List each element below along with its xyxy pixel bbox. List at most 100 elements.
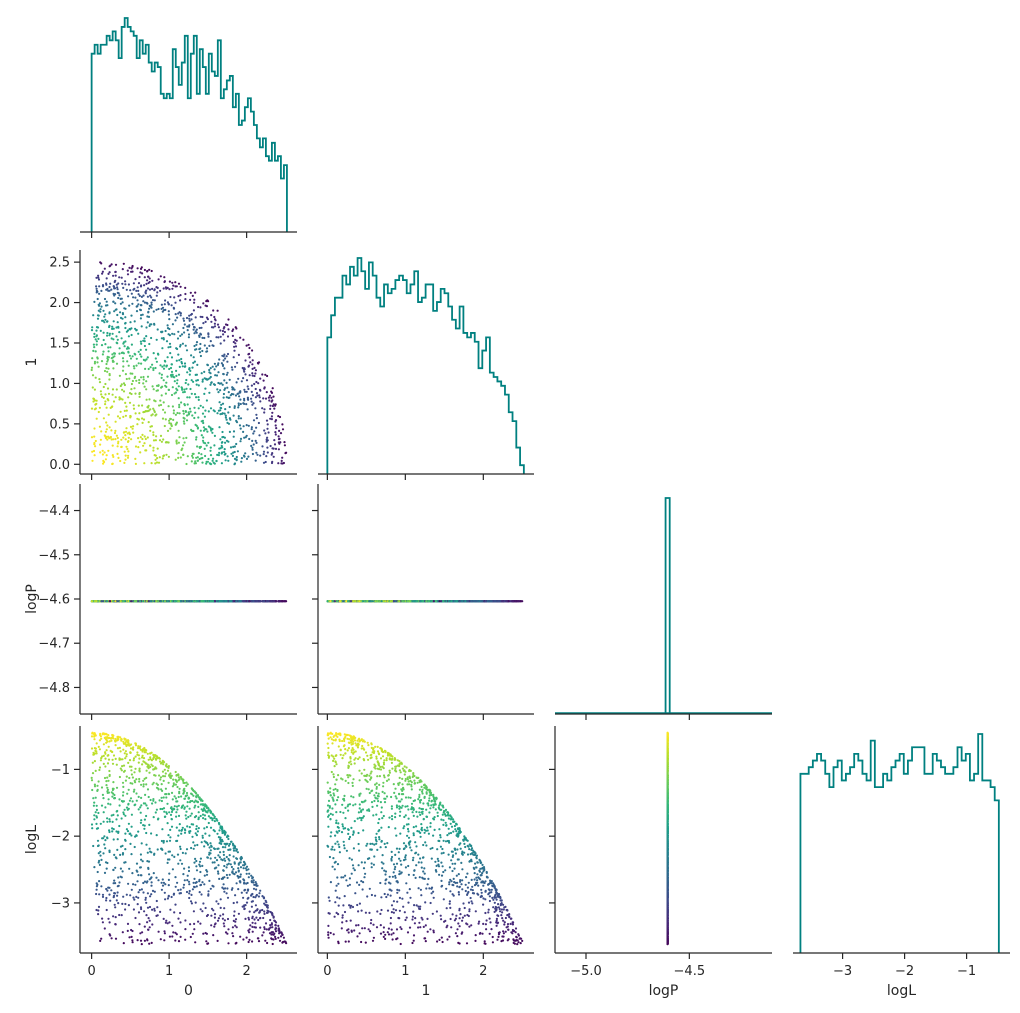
scatter-point	[178, 829, 181, 832]
scatter-point	[199, 342, 202, 346]
scatter-point	[163, 276, 166, 279]
scatter-point	[201, 881, 204, 884]
scatter-point	[222, 333, 225, 336]
scatter-point	[216, 323, 220, 326]
scatter-point	[197, 811, 200, 814]
scatter-point	[169, 417, 172, 420]
scatter-point	[193, 393, 197, 396]
scatter-point	[95, 340, 98, 343]
scatter-point	[197, 384, 200, 387]
scatter-point	[224, 408, 227, 411]
scatter-point	[167, 455, 170, 458]
scatter-point	[153, 289, 156, 292]
scatter-point	[166, 769, 170, 772]
scatter-point	[126, 329, 130, 332]
scatter-point	[98, 766, 102, 769]
scatter-point	[490, 600, 493, 603]
scatter-point	[188, 883, 191, 886]
scatter-point	[119, 600, 122, 603]
scatter-point	[93, 332, 96, 335]
scatter-point	[205, 399, 208, 402]
scatter-point	[122, 436, 125, 439]
scatter-point	[151, 908, 154, 911]
scatter-point	[225, 866, 228, 869]
scatter-point	[252, 443, 255, 446]
scatter-point	[251, 367, 254, 370]
scatter-point	[217, 391, 220, 394]
scatter-point	[150, 881, 153, 884]
scatter-point	[189, 935, 192, 939]
scatter-point	[111, 462, 114, 466]
scatter-point	[362, 600, 365, 603]
scatter-point	[185, 462, 188, 466]
scatter-point	[107, 350, 110, 353]
scatter-point	[219, 389, 222, 392]
scatter-point	[225, 381, 228, 384]
scatter-point	[263, 429, 266, 432]
scatter-point	[105, 367, 108, 370]
scatter-point	[201, 910, 204, 913]
scatter-point	[255, 417, 258, 420]
scatter-point	[193, 406, 196, 409]
scatter-point	[101, 285, 105, 288]
scatter-point	[218, 447, 221, 450]
scatter-point	[112, 320, 115, 323]
scatter-point	[233, 457, 237, 460]
scatter-point	[160, 373, 163, 376]
scatter-point	[187, 600, 191, 603]
scatter-point	[126, 269, 129, 272]
scatter-point	[98, 292, 101, 295]
scatter-point	[149, 323, 152, 326]
scatter-point	[219, 438, 222, 441]
scatter-point	[97, 365, 100, 368]
scatter-point	[250, 390, 253, 393]
scatter-point	[223, 450, 226, 454]
scatter-point	[222, 435, 225, 439]
scatter-point	[258, 394, 261, 397]
scatter-point	[148, 277, 151, 280]
scatter-point	[95, 822, 98, 826]
scatter-point	[110, 357, 113, 360]
scatter-point	[243, 390, 247, 393]
scatter-point	[252, 419, 256, 422]
scatter-point	[173, 855, 176, 859]
scatter-point	[106, 370, 109, 373]
scatter-point	[210, 381, 213, 384]
scatter-point	[233, 405, 236, 408]
scatter-point	[255, 916, 258, 919]
scatter-point	[204, 428, 207, 431]
x-axis-r2c2	[555, 713, 772, 720]
scatter-point	[242, 338, 245, 341]
scatter-point	[163, 280, 166, 284]
scatter-point	[497, 600, 501, 603]
scatter-point	[279, 432, 283, 435]
scatter-point	[234, 342, 237, 345]
scatter-point	[195, 438, 198, 441]
scatter-point	[207, 441, 210, 444]
scatter-point	[107, 272, 110, 275]
scatter-point	[127, 450, 130, 453]
scatter-point	[262, 397, 265, 400]
scatter-point	[104, 458, 107, 461]
scatter-point	[249, 361, 252, 364]
scatter-point	[157, 278, 160, 281]
scatter-point	[182, 319, 186, 322]
scatter-point	[95, 276, 98, 279]
scatter-point	[364, 600, 367, 603]
scatter-point	[132, 404, 135, 407]
scatter-point	[105, 428, 108, 431]
scatter-point	[235, 458, 238, 461]
scatter-point	[219, 342, 222, 345]
scatter-point	[175, 369, 178, 372]
scatter-point	[259, 389, 262, 392]
scatter-point	[118, 881, 121, 884]
scatter-point	[150, 462, 153, 465]
scatter-point	[187, 336, 190, 339]
scatter-point	[199, 404, 202, 407]
scatter-point	[139, 451, 142, 454]
scatter-point	[201, 412, 205, 415]
scatter-point	[132, 365, 135, 368]
scatter-point	[217, 336, 220, 339]
scatter-point	[350, 600, 353, 603]
scatter-point	[114, 270, 117, 274]
